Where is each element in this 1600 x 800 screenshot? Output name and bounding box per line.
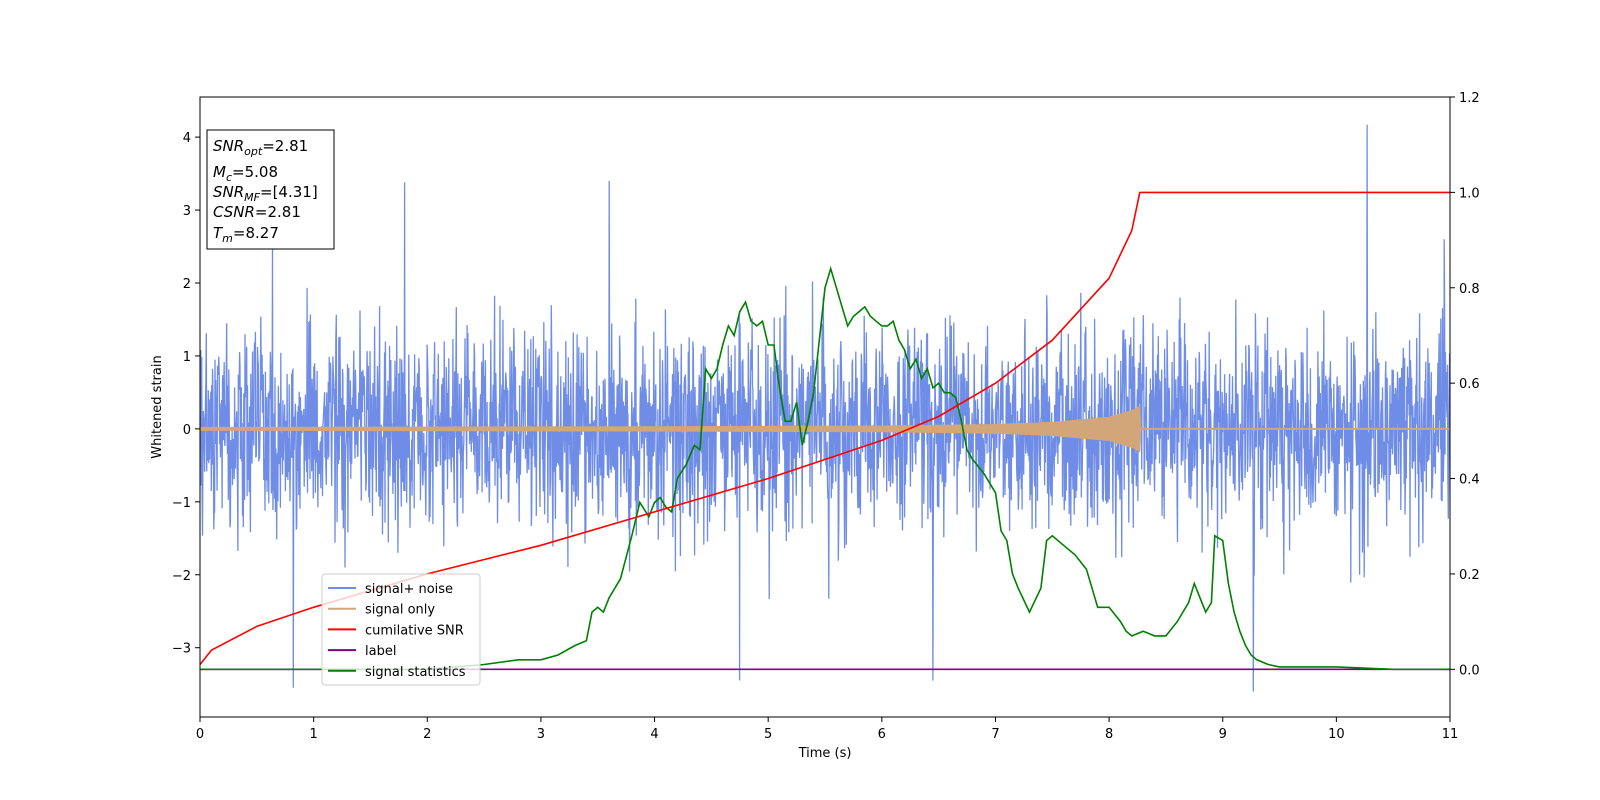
y-tick-label: 3 xyxy=(183,204,191,219)
y2-tick-label: 1.2 xyxy=(1459,91,1480,106)
x-tick-label: 7 xyxy=(991,727,999,742)
y-tick-label: −1 xyxy=(172,496,191,511)
legend-label: signal+ noise xyxy=(365,582,453,597)
y-axis-label: Whitened strain xyxy=(150,355,165,458)
legend-frame xyxy=(321,573,481,686)
y-tick-label: 1 xyxy=(183,350,191,365)
info-tm-value: 8.27 xyxy=(245,224,278,242)
x-tick-label: 8 xyxy=(1105,727,1113,742)
x-axis-label: Time (s) xyxy=(798,746,852,761)
y2-tick-label: 1.0 xyxy=(1459,186,1480,201)
plot-frame xyxy=(199,96,1451,718)
info-mc: Mc=5.08 xyxy=(213,163,278,184)
x-tick-label: 11 xyxy=(1442,727,1459,742)
legend-item-label: label xyxy=(328,644,396,659)
x-tick-label: 10 xyxy=(1328,727,1345,742)
signal-statistics-line xyxy=(200,265,1450,671)
y2-tick-label: 0.4 xyxy=(1459,473,1480,488)
x-tick-label: 1 xyxy=(309,727,317,742)
series-cumulative-snr xyxy=(200,191,1450,665)
x-tick-label: 6 xyxy=(878,727,886,742)
y-tick-label: 0 xyxy=(183,423,191,438)
legend: signal+ noise signal only cumilative SNR la… xyxy=(321,573,481,686)
x-tick-label: 2 xyxy=(423,727,431,742)
y2-tick-label: 0.6 xyxy=(1459,377,1480,392)
legend-label: label xyxy=(365,644,396,659)
y2-tick-label: 0.0 xyxy=(1459,663,1480,678)
series-signal-statistics xyxy=(200,265,1450,671)
legend-label: signal only xyxy=(365,603,435,618)
y-axis-right: 0.0 0.2 0.4 0.6 0.8 1.0 1.2 xyxy=(1450,91,1480,678)
y-tick-label: 2 xyxy=(183,277,191,292)
y2-tick-label: 0.2 xyxy=(1459,568,1480,583)
info-csnr-value: 2.81 xyxy=(268,203,301,221)
legend-item-signal-only: signal only xyxy=(328,603,435,618)
cumulative-snr-line xyxy=(200,191,1450,665)
info-tm: Tm=8.27 xyxy=(213,224,279,245)
info-mc-value: 5.08 xyxy=(245,163,278,181)
info-snr-opt: SNRopt=2.81 xyxy=(213,137,308,158)
y-tick-label: −2 xyxy=(172,569,191,584)
info-snr-mf-value: [4.31] xyxy=(273,183,318,201)
info-csnr: CSNR=2.81 xyxy=(213,203,301,221)
legend-item-cumulative-snr: cumilative SNR xyxy=(328,623,464,638)
x-tick-label: 5 xyxy=(764,727,772,742)
legend-label: signal statistics xyxy=(365,665,466,680)
y-axis-left: −3 −2 −1 0 1 2 3 4 xyxy=(172,131,200,657)
plot-area xyxy=(200,124,1450,692)
x-tick-label: 0 xyxy=(196,727,204,742)
legend-item-signal-plus-noise: signal+ noise xyxy=(328,582,453,597)
y2-tick-label: 0.8 xyxy=(1459,282,1480,297)
x-tick-label: 3 xyxy=(537,727,545,742)
x-tick-label: 9 xyxy=(1219,727,1227,742)
info-snr-opt-value: 2.81 xyxy=(275,137,308,155)
legend-item-signal-statistics: signal statistics xyxy=(328,665,466,680)
y-tick-label: 4 xyxy=(183,131,191,146)
x-axis: 0 1 2 3 4 5 6 7 8 9 10 11 xyxy=(196,717,1458,742)
info-box: SNRopt=2.81 Mc=5.08 SNRMF=[4.31] CSNR=2.… xyxy=(206,129,335,250)
info-snr-mf: SNRMF=[4.31] xyxy=(213,183,318,204)
y-tick-label: −3 xyxy=(172,642,191,657)
legend-label: cumilative SNR xyxy=(365,623,464,638)
info-box-frame xyxy=(206,129,335,250)
x-tick-label: 4 xyxy=(650,727,658,742)
